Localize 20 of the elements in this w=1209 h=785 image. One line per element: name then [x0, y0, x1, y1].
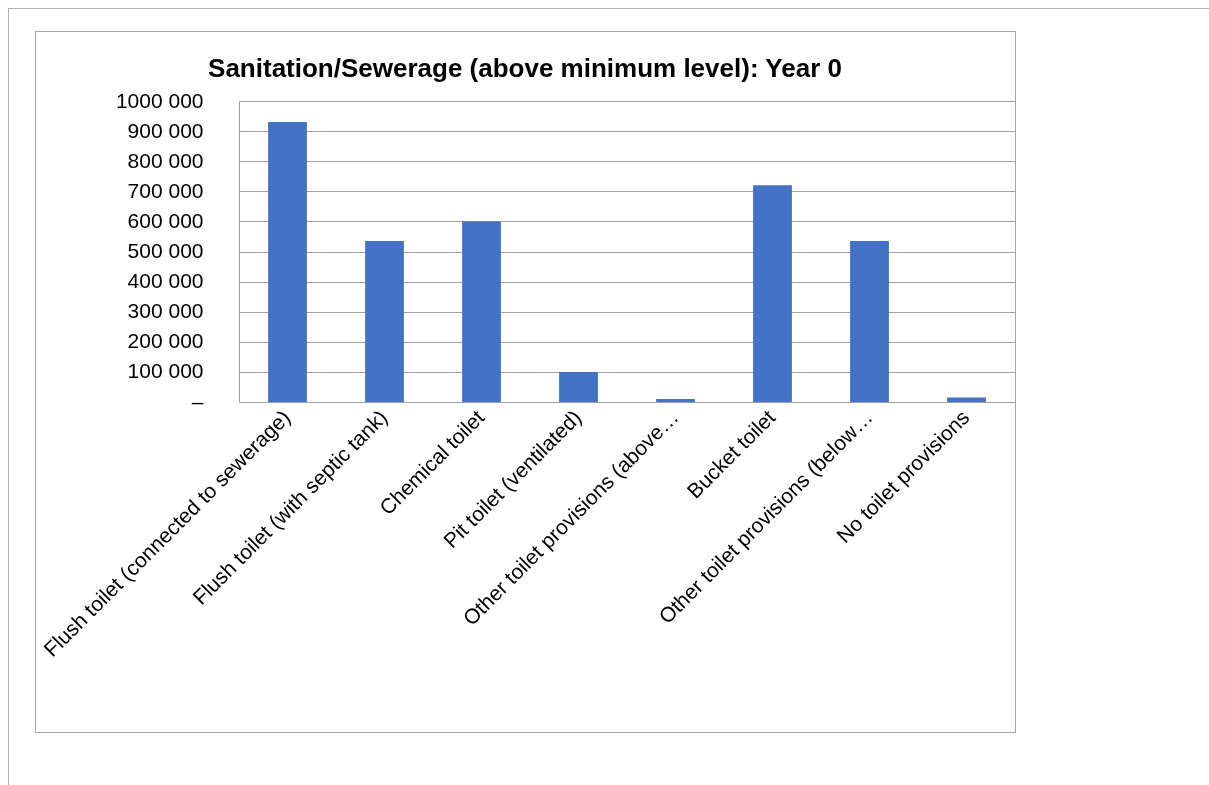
- y-tick-label: 400 000: [127, 269, 204, 293]
- y-tick-label: 600 000: [127, 208, 204, 232]
- y-tick-label: 100 000: [127, 359, 204, 383]
- y-tick-label: 1000 000: [115, 88, 204, 112]
- y-tick-label: 900 000: [127, 118, 204, 142]
- bar: [268, 122, 307, 402]
- bar: [656, 398, 695, 402]
- y-tick-label: 200 000: [127, 329, 204, 353]
- chart-title: Sanitation/Sewerage (above minimum level): Year 0: [208, 53, 842, 83]
- y-tick-label: 800 000: [127, 148, 204, 172]
- bar: [365, 240, 404, 402]
- y-tick-label: 700 000: [127, 178, 204, 202]
- bar: [753, 185, 792, 402]
- y-tick-label: 300 000: [127, 299, 204, 323]
- bar: [462, 221, 501, 402]
- bar: [850, 240, 889, 402]
- y-tick-label: 500 000: [127, 239, 204, 262]
- y-tick-label: –: [191, 389, 204, 413]
- bar: [947, 397, 986, 402]
- bar: [559, 371, 598, 402]
